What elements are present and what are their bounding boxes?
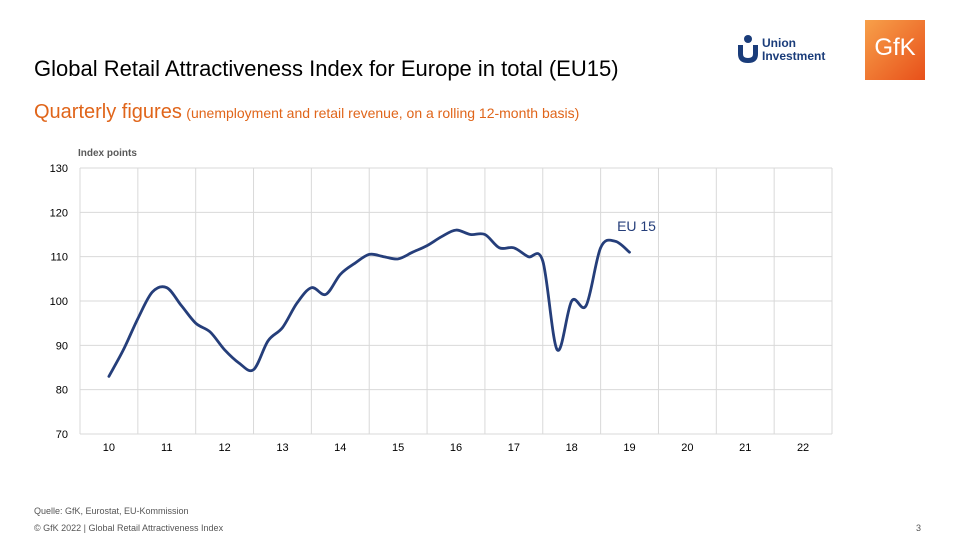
page-number: 3 xyxy=(916,523,922,533)
copyright-note: © GfK 2022 | Global Retail Attractivenes… xyxy=(34,523,224,533)
x-tick-label: 10 xyxy=(103,442,115,454)
series-label: EU 15 xyxy=(617,218,656,234)
union-investment-mark-icon xyxy=(738,35,758,63)
union-investment-line1: Union xyxy=(762,36,796,50)
x-tick-label: 11 xyxy=(161,442,172,454)
x-tick-label: 22 xyxy=(797,442,809,454)
y-tick-label: 120 xyxy=(50,207,68,219)
y-tick-label: 90 xyxy=(56,340,68,352)
source-note: Quelle: GfK, Eurostat, EU-Kommission xyxy=(34,506,189,516)
y-tick-label: 70 xyxy=(56,429,68,441)
union-investment-line2: Investment xyxy=(762,49,826,63)
gfk-logo-text: GfK xyxy=(874,34,916,61)
y-tick-label: 80 xyxy=(56,385,68,397)
y-axis-label: Index points xyxy=(78,148,137,159)
x-tick-label: 16 xyxy=(450,442,462,454)
chart-title: Global Retail Attractiveness Index for E… xyxy=(34,56,619,81)
gfk-logo-box-icon xyxy=(865,20,925,80)
gfk-logo: GfK xyxy=(865,20,925,80)
y-tick-label: 130 xyxy=(50,163,68,175)
x-tick-label: 12 xyxy=(218,442,230,454)
union-investment-logo: Union Investment xyxy=(736,34,848,68)
y-tick-label: 100 xyxy=(50,296,68,308)
series-line-eu15 xyxy=(107,228,631,378)
x-tick-label: 21 xyxy=(739,442,751,454)
chart-subtitle: Quarterly figures (unemployment and reta… xyxy=(34,101,579,124)
x-tick-label: 13 xyxy=(276,442,288,454)
subtitle-main: Quarterly figures xyxy=(34,101,182,123)
x-tick-label: 17 xyxy=(508,442,520,454)
y-tick-label: 110 xyxy=(50,252,68,264)
x-tick-label: 15 xyxy=(392,442,404,454)
x-tick-label: 18 xyxy=(566,442,578,454)
x-tick-label: 14 xyxy=(334,442,346,454)
x-tick-label: 19 xyxy=(623,442,635,454)
subtitle-note: (unemployment and retail revenue, on a r… xyxy=(186,105,580,121)
x-tick-label: 20 xyxy=(681,442,693,454)
